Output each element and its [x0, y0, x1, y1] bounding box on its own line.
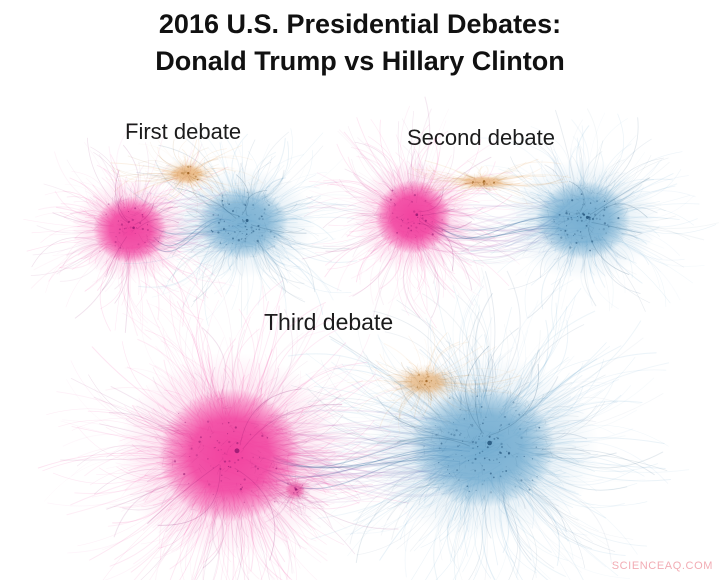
node-speckles [92, 162, 307, 278]
network-graph-first-debate [23, 120, 371, 340]
node-speckles [373, 173, 650, 275]
node-speckles [147, 345, 554, 561]
figure-title: 2016 U.S. Presidential Debates: Donald T… [0, 6, 720, 80]
watermark: SCIENCEAQ.COM [611, 560, 713, 572]
figure-title-line1: 2016 U.S. Presidential Debates: [158, 9, 562, 39]
figure-title-line2: Donald Trump vs Hillary Clinton [155, 46, 565, 76]
label-third-debate: Third debate [264, 309, 394, 335]
community-cores [71, 158, 316, 282]
label-second-debate: Second debate [407, 125, 556, 150]
label-first-debate: First debate [125, 119, 242, 144]
community-cores [115, 352, 600, 558]
network-graph-second-debate [301, 96, 719, 331]
community-cores [352, 159, 659, 281]
network-graph-third-debate [37, 267, 690, 580]
